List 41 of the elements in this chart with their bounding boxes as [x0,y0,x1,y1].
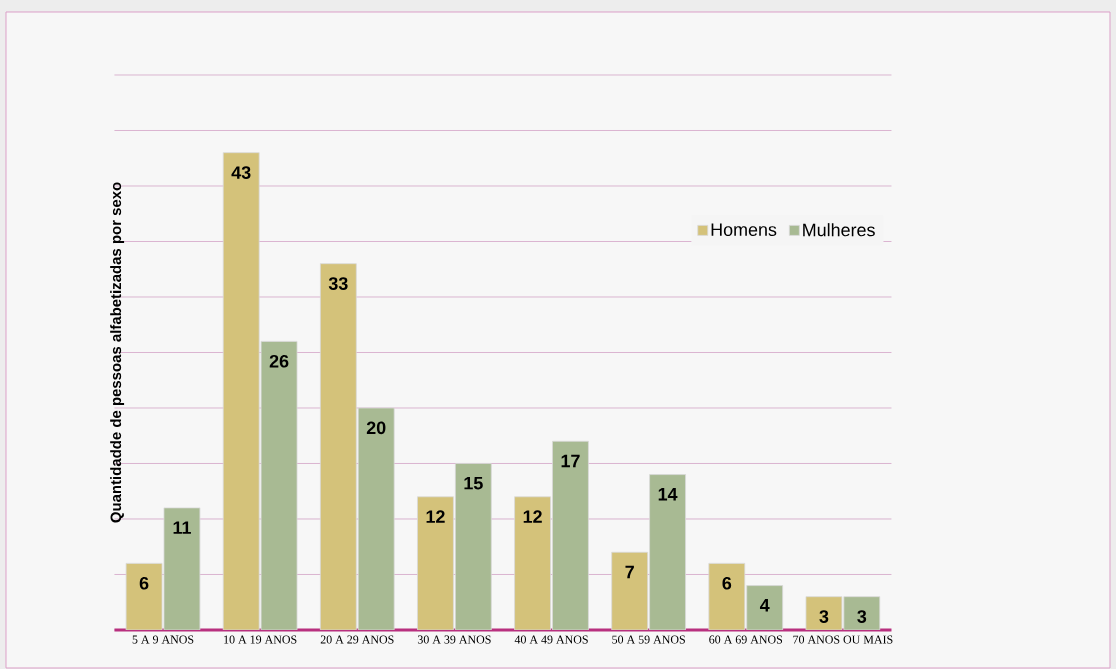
data-label: 12 [523,510,542,523]
bar [454,463,492,630]
x-tick-label: 5 A 9 ANOS [132,635,194,644]
bar [514,496,551,630]
x-tick-label: 20 A 29 ANOS [320,635,394,644]
data-label: 43 [231,166,251,179]
data-label: 3 [819,610,829,623]
bar [708,562,746,630]
data-label: 33 [328,277,348,290]
bar [611,551,649,630]
x-tick-label: 50 A 59 ANOS [612,635,685,644]
x-tick-label: 60 A 69 ANOS [709,635,783,644]
y-axis-title: Quantidadde de pessoas alfabetizadas por sexo [110,182,125,523]
data-label: 6 [139,576,149,590]
bar [552,440,589,630]
x-tick-label: 30 A 39 ANOS [417,635,491,644]
data-label: 4 [759,599,770,612]
data-label: 15 [464,477,483,490]
data-label: 17 [561,454,580,468]
bar [649,474,686,630]
data-label: 3 [857,610,867,623]
x-tick-label: 10 A 19 ANOS [224,635,297,644]
data-label: 6 [722,576,732,590]
bar [417,496,454,630]
x-tick-label: 70 ANOS OU MAIS [793,635,893,644]
data-label: 20 [366,421,386,435]
legend-label: Homens [711,223,777,236]
bar [260,340,298,630]
data-label: 26 [269,354,289,368]
data-label: 12 [426,510,445,523]
data-label: 14 [658,488,678,501]
bar [163,507,201,630]
bar [125,562,163,630]
x-tick-label: 40 A 49 ANOS [514,635,588,644]
legend-label: Mulheres [803,223,875,237]
bar [357,407,395,630]
bar [222,152,260,630]
data-label: 11 [173,521,191,534]
bar [746,585,784,630]
data-label: 7 [625,565,634,579]
bar [319,263,357,630]
